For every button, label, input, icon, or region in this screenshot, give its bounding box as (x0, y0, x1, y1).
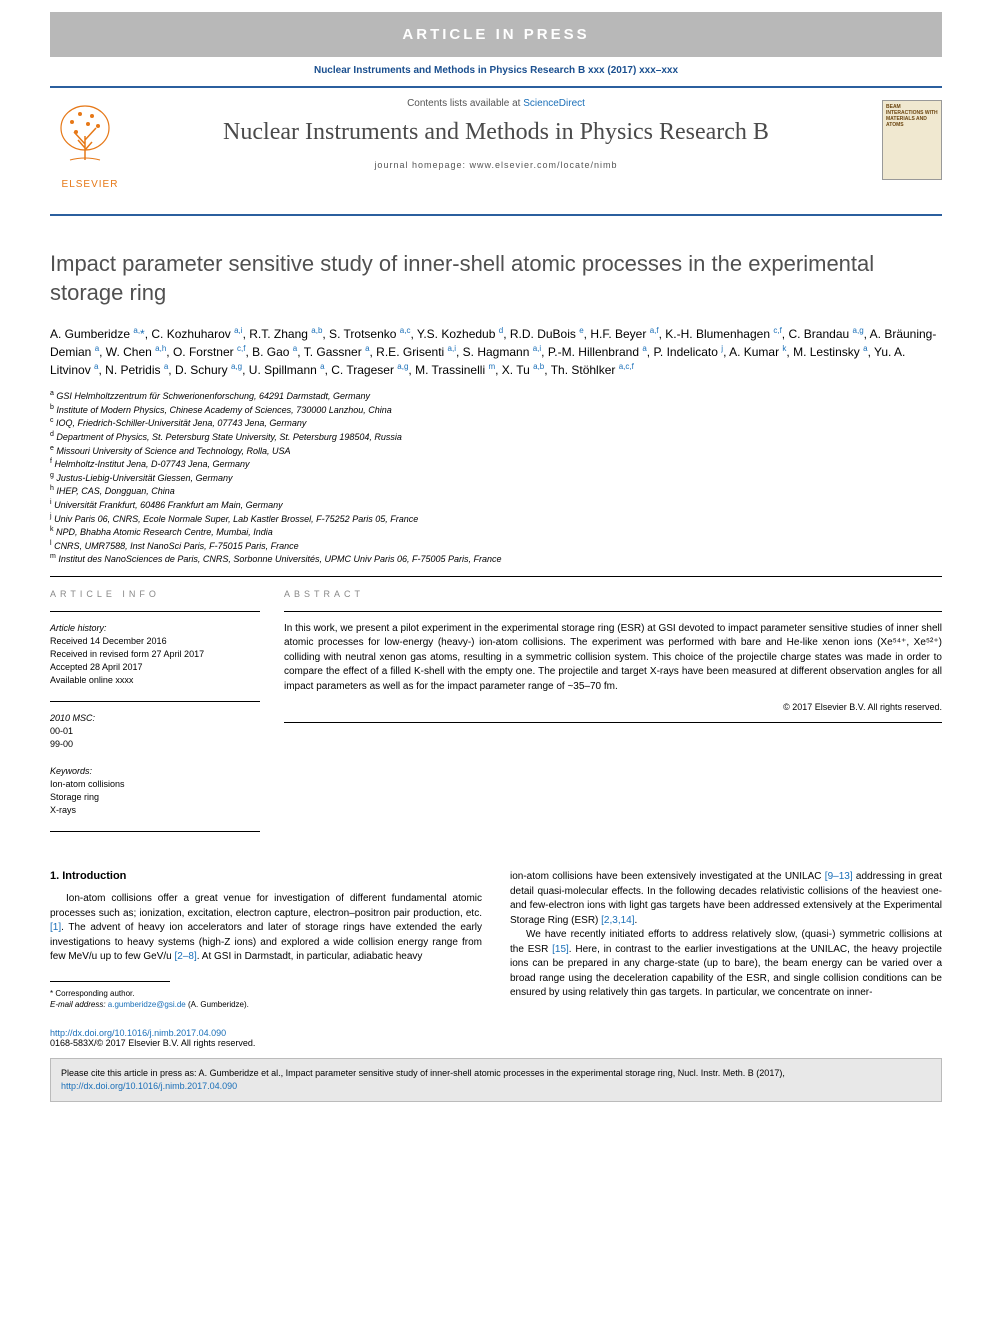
keyword: Ion-atom collisions (50, 778, 260, 791)
body-text-span: ion-atom collisions have been extensivel… (510, 871, 825, 882)
body-text-span: . At GSI in Darmstadt, in particular, ad… (197, 951, 423, 962)
divider (284, 722, 942, 723)
email-label: E-mail address: (50, 1000, 108, 1009)
history-item: Accepted 28 April 2017 (50, 661, 260, 674)
publisher-name: ELSEVIER (50, 179, 130, 190)
divider (50, 701, 260, 702)
abstract-copyright: © 2017 Elsevier B.V. All rights reserved… (284, 702, 942, 712)
issn-copyright-line: 0168-583X/© 2017 Elsevier B.V. All right… (50, 1038, 942, 1048)
journal-cover-thumbnail: BEAM INTERACTIONS WITH MATERIALS AND ATO… (882, 100, 942, 180)
abstract-text: In this work, we present a pilot experim… (284, 622, 942, 695)
publisher-logo: ELSEVIER (50, 100, 130, 200)
reference-link[interactable]: [1] (50, 922, 61, 933)
cite-prefix: Please cite this article in press as: A.… (61, 1068, 785, 1078)
article-title: Impact parameter sensitive study of inne… (50, 250, 942, 307)
info-abstract-row: ARTICLE INFO Article history: Received 1… (50, 589, 942, 843)
keywords-heading: Keywords: (50, 765, 260, 778)
history-item: Available online xxxx (50, 674, 260, 687)
history-heading: Article history: (50, 622, 260, 635)
keyword: Storage ring (50, 791, 260, 804)
elsevier-tree-icon (50, 100, 120, 170)
reference-link[interactable]: [2–8] (175, 951, 197, 962)
doi-block: http://dx.doi.org/10.1016/j.nimb.2017.04… (50, 1028, 942, 1048)
body-text-span: . (635, 915, 638, 926)
abstract-label: ABSTRACT (284, 589, 942, 599)
cite-doi-link[interactable]: http://dx.doi.org/10.1016/j.nimb.2017.04… (61, 1081, 237, 1091)
msc-block: 2010 MSC: 00-01 99-00 (50, 712, 260, 751)
msc-code: 99-00 (50, 738, 260, 751)
history-item: Received in revised form 27 April 2017 (50, 648, 260, 661)
journal-title: Nuclear Instruments and Methods in Physi… (140, 119, 852, 146)
affiliations-list: a GSI Helmholtzzentrum für Schwerionenfo… (50, 389, 942, 566)
history-item: Received 14 December 2016 (50, 635, 260, 648)
body-column-left: 1. Introduction Ion-atom collisions offe… (50, 870, 482, 1010)
authors-list: A. Gumberidze a,*, C. Kozhuharov a,i, R.… (50, 325, 942, 379)
reference-link[interactable]: [2,3,14] (601, 915, 634, 926)
article-history-block: Article history: Received 14 December 20… (50, 622, 260, 687)
msc-heading: 2010 MSC: (50, 712, 260, 725)
contents-prefix: Contents lists available at (407, 98, 523, 109)
reference-link[interactable]: [15] (552, 944, 569, 955)
divider (284, 611, 942, 612)
article-info-label: ARTICLE INFO (50, 589, 260, 599)
body-paragraph: ion-atom collisions have been extensivel… (510, 870, 942, 1001)
body-column-right: ion-atom collisions have been extensivel… (510, 870, 942, 1010)
divider (50, 831, 260, 832)
reference-link[interactable]: [9–13] (825, 871, 853, 882)
corr-author-label: * Corresponding author. (50, 988, 482, 999)
section-heading: 1. Introduction (50, 870, 482, 882)
citation-header: Nuclear Instruments and Methods in Physi… (0, 65, 992, 76)
article-info-column: ARTICLE INFO Article history: Received 1… (50, 589, 260, 843)
doi-link[interactable]: http://dx.doi.org/10.1016/j.nimb.2017.04… (50, 1028, 226, 1038)
email-link[interactable]: a.gumberidze@gsi.de (108, 1000, 186, 1009)
journal-homepage-line: journal homepage: www.elsevier.com/locat… (140, 160, 852, 170)
body-paragraph: Ion-atom collisions offer a great venue … (50, 892, 482, 965)
homepage-prefix: journal homepage: (374, 160, 469, 170)
cite-this-article-box: Please cite this article in press as: A.… (50, 1058, 942, 1101)
keywords-block: Keywords: Ion-atom collisions Storage ri… (50, 765, 260, 817)
journal-header: ELSEVIER BEAM INTERACTIONS WITH MATERIAL… (50, 86, 942, 216)
footnote-separator (50, 981, 170, 982)
msc-code: 00-01 (50, 725, 260, 738)
article-in-press-banner: ARTICLE IN PRESS (50, 12, 942, 57)
body-columns: 1. Introduction Ion-atom collisions offe… (50, 870, 942, 1010)
email-name: (A. Gumberidze). (186, 1000, 249, 1009)
divider (50, 611, 260, 612)
body-text-span: Ion-atom collisions offer a great venue … (50, 893, 482, 919)
keyword: X-rays (50, 804, 260, 817)
sciencedirect-link[interactable]: ScienceDirect (523, 98, 585, 109)
contents-available-line: Contents lists available at ScienceDirec… (140, 98, 852, 109)
homepage-url[interactable]: www.elsevier.com/locate/nimb (470, 160, 618, 170)
corresponding-author-footnote: * Corresponding author. E-mail address: … (50, 988, 482, 1010)
body-text-span: . Here, in contrast to the earlier inves… (510, 944, 942, 999)
abstract-column: ABSTRACT In this work, we present a pilo… (284, 589, 942, 843)
divider (50, 576, 942, 577)
